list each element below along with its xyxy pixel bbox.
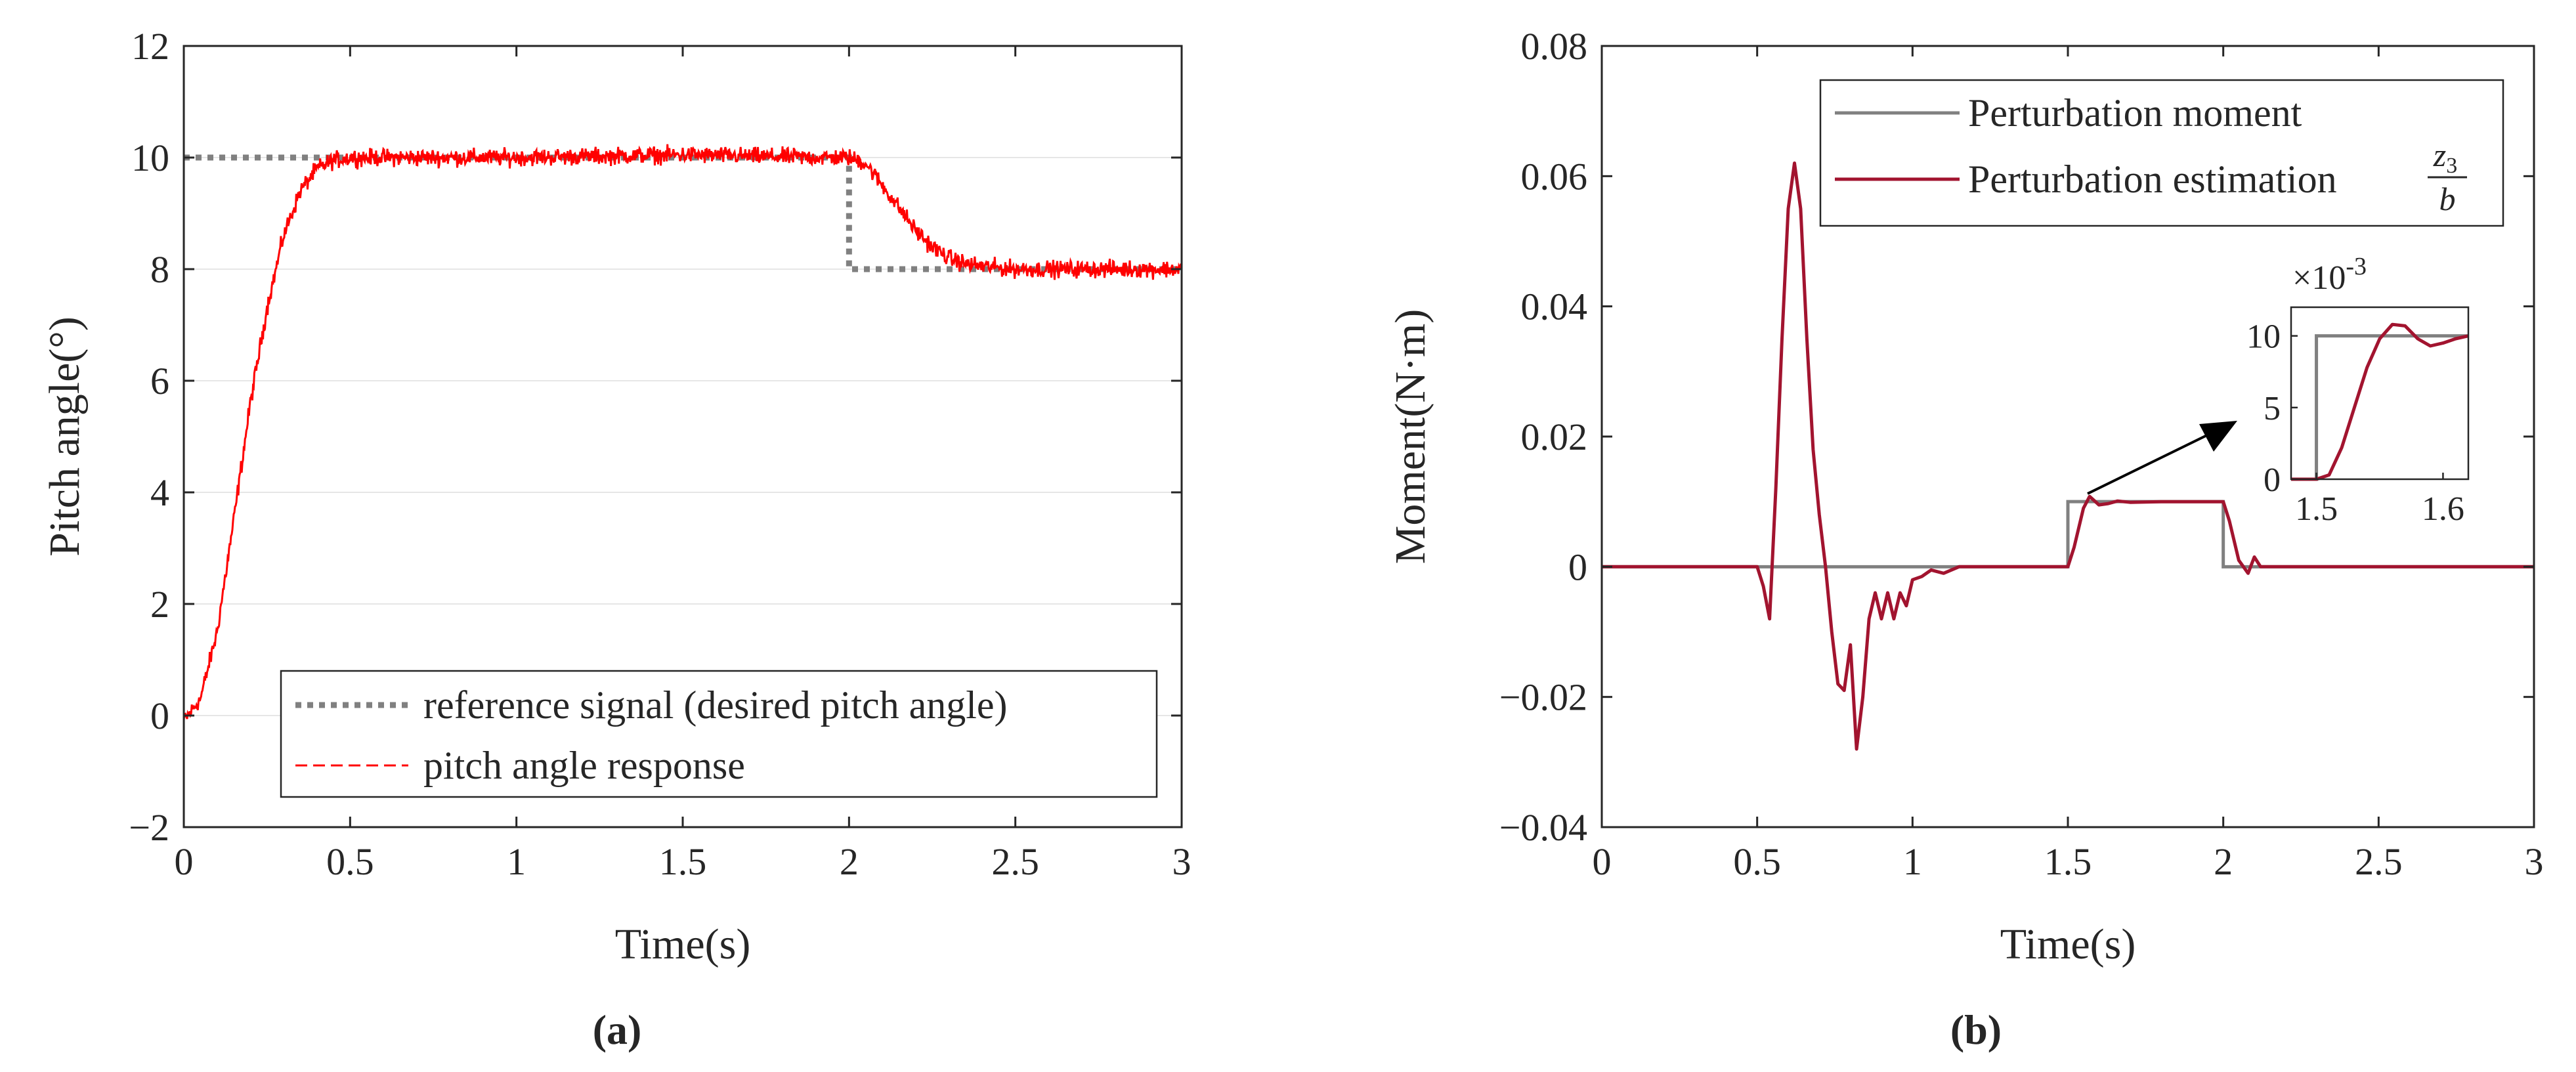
chart-b-y-tick-label: 0.04 bbox=[1521, 286, 1588, 328]
inset-x-tick-label: 1.5 bbox=[2295, 490, 2338, 528]
chart-a-subfigure-label: (a) bbox=[593, 1006, 642, 1053]
chart-b-series bbox=[1602, 161, 2534, 751]
chart-b-x-tick-label: 1.5 bbox=[2044, 840, 2092, 883]
inset-ticks: 0 5 10 1.5 1.6 bbox=[2246, 318, 2464, 528]
chart-a-x-tick-label: 0 bbox=[175, 840, 194, 883]
chart-b-legend-fraction: z3 b bbox=[2428, 137, 2467, 217]
chart-b-inset: 0 5 10 1.5 1.6 ×10-3 bbox=[2246, 253, 2470, 528]
fraction-denominator: b bbox=[2439, 181, 2456, 217]
chart-b-legend-label-estimation: Perturbation estimation bbox=[1968, 158, 2337, 201]
chart-a-y-tick-label: 12 bbox=[131, 25, 169, 68]
inset-y-tick-label: 0 bbox=[2264, 461, 2281, 499]
inset-frame bbox=[2290, 306, 2470, 481]
chart-b-x-tick-label: 2 bbox=[2214, 840, 2233, 883]
chart-b-y-axis-label: Moment(N·m) bbox=[1386, 309, 1434, 565]
chart-b-y-tick-label: −0.02 bbox=[1499, 676, 1587, 719]
chart-b-subfigure-label: (b) bbox=[1950, 1006, 2002, 1053]
chart-a-y-tick-label: 0 bbox=[150, 695, 169, 737]
inset-exponent-label: ×10-3 bbox=[2292, 253, 2367, 297]
inset-y-tick-label: 10 bbox=[2246, 318, 2281, 356]
chart-b: −0.04 −0.02 0 0.02 0.04 0.06 0.08 0 0.5 1 1.5 2 2.5 3… bbox=[1386, 25, 2544, 1053]
chart-b-legend: Perturbation moment Perturbation estimat… bbox=[1819, 79, 2504, 227]
chart-a-y-tick-label: −2 bbox=[129, 806, 169, 849]
chart-b-x-tick-label: 1 bbox=[1903, 840, 1922, 883]
chart-a-x-axis-label: Time(s) bbox=[615, 920, 751, 968]
chart-b-y-tick-label: 0.02 bbox=[1521, 416, 1588, 458]
chart-a-x-tick-label: 1.5 bbox=[659, 840, 707, 883]
chart-b-legend-box bbox=[1819, 79, 2504, 227]
chart-a-legend-box bbox=[280, 670, 1158, 798]
chart-a-series bbox=[182, 144, 1183, 721]
chart-b-y-tick-label: −0.04 bbox=[1499, 806, 1587, 849]
chart-a-x-tick-label: 0.5 bbox=[326, 840, 374, 883]
inset-y-tick-label: 5 bbox=[2264, 390, 2281, 427]
chart-a-y-tick-label: 4 bbox=[150, 471, 169, 514]
chart-a-y-tick-label: 6 bbox=[150, 360, 169, 402]
chart-a-series-response bbox=[182, 144, 1183, 721]
chart-a-legend-label-response: pitch angle response bbox=[423, 744, 745, 787]
chart-b-x-tick-label: 3 bbox=[2525, 840, 2544, 883]
inset-series-estimation bbox=[2291, 322, 2469, 481]
chart-a-y-tick-label: 2 bbox=[150, 583, 169, 626]
chart-a-legend: reference signal (desired pitch angle) p… bbox=[280, 670, 1158, 798]
chart-b-x-tick-label: 2.5 bbox=[2355, 840, 2403, 883]
chart-b-x-tick-label: 0 bbox=[1593, 840, 1612, 883]
chart-a-y-tick-label: 10 bbox=[131, 137, 169, 179]
fraction-numerator: z3 bbox=[2433, 137, 2457, 178]
chart-b-series-moment bbox=[1602, 500, 2534, 568]
chart-a-legend-label-reference: reference signal (desired pitch angle) bbox=[423, 683, 1008, 727]
inset-pointer-arrow bbox=[2087, 421, 2237, 495]
chart-b-y-tick-label: 0.06 bbox=[1521, 155, 1588, 198]
chart-a-x-tick-label: 2.5 bbox=[991, 840, 1039, 883]
chart-a-series-reference bbox=[184, 154, 1182, 272]
chart-a-x-tick-label: 3 bbox=[1172, 840, 1191, 883]
chart-b-y-tick-label: 0.08 bbox=[1521, 25, 1588, 68]
chart-b-ticks: −0.04 −0.02 0 0.02 0.04 0.06 0.08 0 0.5 1 1.5 2 2.5 3 bbox=[1499, 25, 2544, 883]
chart-a-y-axis-label: Pitch angle(°) bbox=[41, 316, 89, 556]
inset-x-tick-label: 1.6 bbox=[2422, 490, 2464, 528]
chart-b-y-tick-label: 0 bbox=[1568, 546, 1587, 588]
chart-a-x-tick-label: 2 bbox=[840, 840, 859, 883]
chart-a-x-tick-label: 1 bbox=[507, 840, 526, 883]
chart-b-series-estimation bbox=[1602, 161, 2534, 751]
chart-b-legend-label-moment: Perturbation moment bbox=[1968, 91, 2302, 135]
chart-b-x-axis-label: Time(s) bbox=[2000, 920, 2136, 968]
chart-a-y-tick-label: 8 bbox=[150, 248, 169, 291]
chart-b-x-tick-label: 0.5 bbox=[1733, 840, 1781, 883]
